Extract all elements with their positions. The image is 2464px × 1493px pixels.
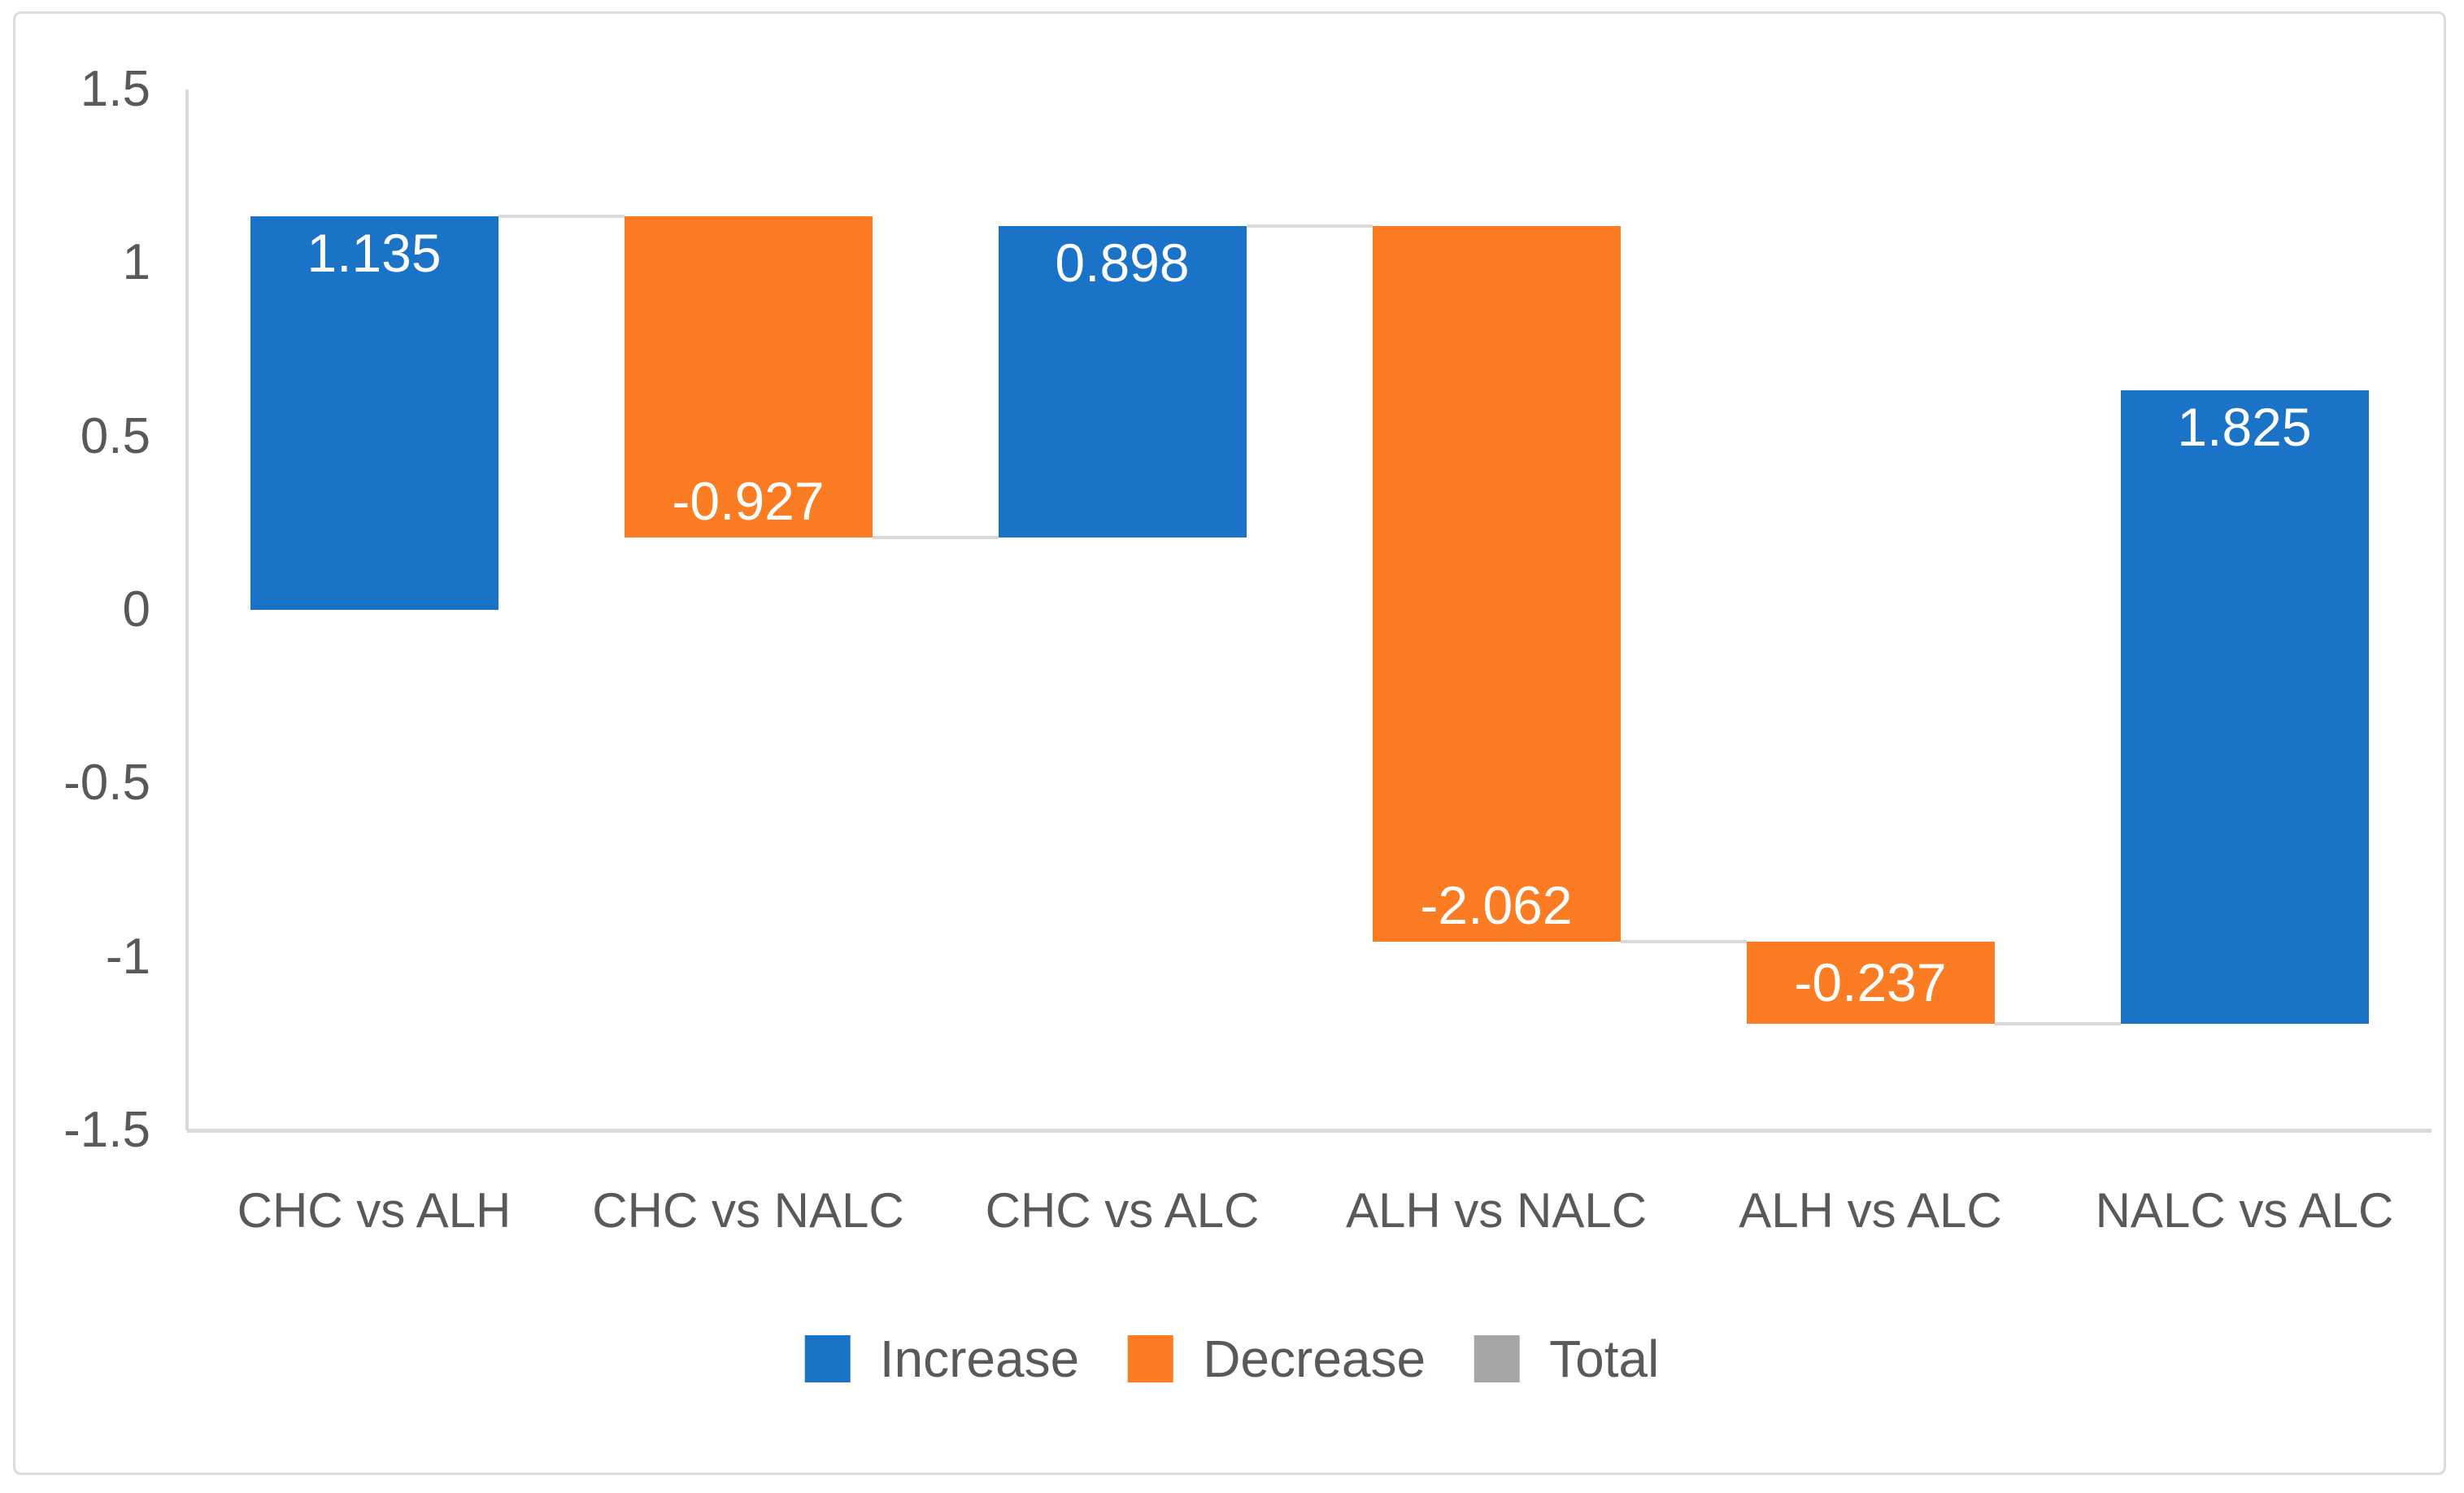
bar-value-label-chc-vs-alc: 0.898 <box>1055 233 1190 294</box>
bar-value-label-chc-vs-alh: 1.135 <box>307 222 442 283</box>
bar-value-label-nalc-vs-alc: 1.825 <box>2177 397 2312 458</box>
legend-item-total: Total <box>1474 1329 1659 1389</box>
bar-chc-vs-alc <box>998 226 1247 538</box>
x-category-label-chc-vs-nalc: CHC vs NALC <box>592 1183 904 1238</box>
connector-line-4 <box>1620 939 1747 943</box>
x-category-label-alh-vs-nalc: ALH vs NALC <box>1345 1183 1648 1238</box>
y-tick-label--1-5: -1.5 <box>63 1102 150 1158</box>
chart-legend: Increase Decrease Total <box>804 1329 1659 1389</box>
legend-swatch-decrease <box>1128 1335 1174 1382</box>
legend-item-decrease: Decrease <box>1128 1329 1426 1389</box>
connector-line-2 <box>872 536 999 540</box>
legend-swatch-total <box>1474 1335 1521 1382</box>
y-tick-label--1: -1 <box>105 928 150 985</box>
bar-value-label-alh-vs-alc: -0.237 <box>1794 952 1947 1013</box>
bar-nalc-vs-alc <box>2120 390 2369 1024</box>
bar-alh-vs-alc <box>1746 941 1995 1024</box>
y-axis-line <box>185 89 189 1130</box>
legend-label-decrease: Decrease <box>1203 1330 1426 1388</box>
x-category-label-nalc-vs-alc: NALC vs ALC <box>2095 1183 2394 1238</box>
legend-label-increase: Increase <box>879 1330 1080 1388</box>
legend-swatch-increase <box>804 1335 851 1382</box>
bar-value-label-alh-vs-nalc: -2.062 <box>1420 874 1573 935</box>
y-tick-label-0: 0 <box>122 581 150 638</box>
legend-item-increase: Increase <box>804 1329 1080 1389</box>
y-tick-label-1-5: 1.5 <box>80 61 150 117</box>
x-category-label-chc-vs-alh: CHC vs ALH <box>237 1183 512 1238</box>
legend-label-total: Total <box>1549 1330 1660 1388</box>
connector-line-3 <box>1246 224 1373 229</box>
y-tick-label-0-5: 0.5 <box>80 407 150 464</box>
connector-line-5 <box>1994 1022 2121 1025</box>
y-tick-label-1: 1 <box>122 234 150 291</box>
bar-chc-vs-alh <box>250 215 498 610</box>
connector-line-1 <box>498 214 625 218</box>
bar-alh-vs-nalc <box>1372 226 1621 942</box>
x-axis-line <box>187 1129 2431 1133</box>
bar-chc-vs-nalc <box>624 215 873 538</box>
y-tick-label--0-5: -0.5 <box>63 755 150 812</box>
x-category-label-chc-vs-alc: CHC vs ALC <box>985 1183 1260 1238</box>
x-category-label-alh-vs-alc: ALH vs ALC <box>1739 1183 2002 1238</box>
bar-value-label-chc-vs-nalc: -0.927 <box>672 471 825 532</box>
